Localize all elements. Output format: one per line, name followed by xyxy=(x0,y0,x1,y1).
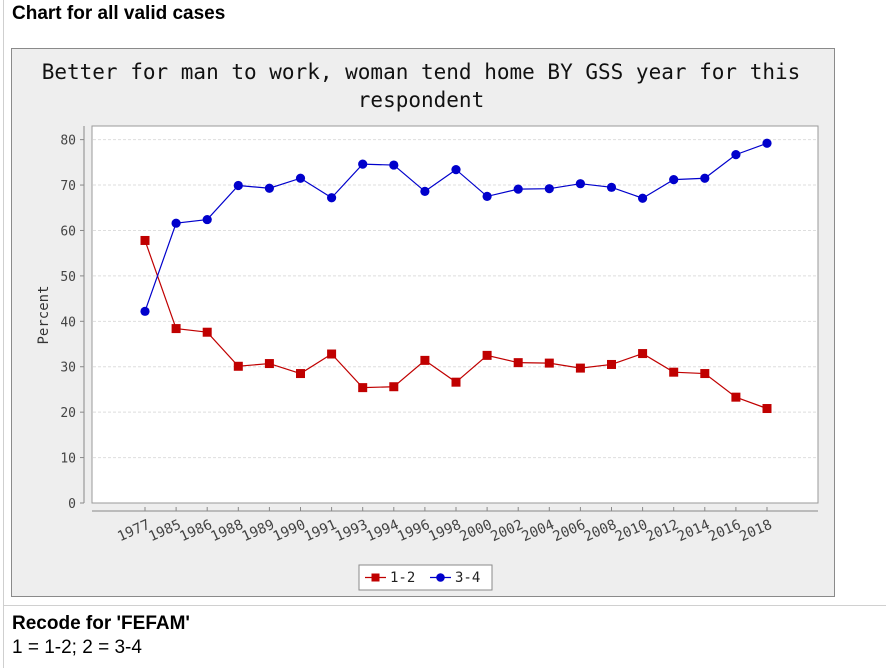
y-tick-label: 20 xyxy=(60,406,76,421)
data-point-1-2 xyxy=(607,359,616,369)
series-layer xyxy=(140,138,772,414)
data-point-1-2 xyxy=(358,383,368,393)
legend-marker-3-4 xyxy=(436,573,445,582)
data-point-1-2 xyxy=(638,349,648,359)
data-point-3-4 xyxy=(202,214,212,225)
data-point-3-4 xyxy=(669,174,679,185)
data-point-3-4 xyxy=(140,306,150,316)
y-tick-label: 80 xyxy=(60,134,76,149)
plot-area xyxy=(91,125,819,504)
data-point-1-2 xyxy=(544,358,554,368)
page-left-border xyxy=(3,0,4,668)
data-point-3-4 xyxy=(389,160,399,170)
data-point-3-4 xyxy=(700,173,710,183)
line-chart: Better for man to work, woman tend home … xyxy=(36,60,819,591)
data-point-3-4 xyxy=(638,193,648,203)
y-tick-label: 40 xyxy=(60,315,76,330)
data-point-3-4 xyxy=(451,165,461,175)
y-tick-label: 50 xyxy=(60,270,76,285)
data-point-1-2 xyxy=(420,355,430,365)
data-point-3-4 xyxy=(327,193,337,203)
legend: 1-2 3-4 xyxy=(358,564,493,591)
data-point-1-2 xyxy=(731,392,741,402)
data-point-1-2 xyxy=(762,404,772,414)
x-axis: 1977198519861988198919901991199319941996… xyxy=(92,507,818,545)
data-point-1-2 xyxy=(575,363,585,373)
data-point-1-2 xyxy=(296,369,305,379)
data-point-1-2 xyxy=(669,367,679,377)
data-point-1-2 xyxy=(513,358,523,368)
data-point-1-2 xyxy=(389,382,399,392)
data-point-3-4 xyxy=(575,179,586,189)
data-point-3-4 xyxy=(295,173,306,183)
y-tick-label: 0 xyxy=(68,497,76,512)
data-point-3-4 xyxy=(358,159,368,169)
data-point-1-2 xyxy=(327,349,337,359)
data-point-3-4 xyxy=(731,150,741,160)
y-axis: 0 10 20 30 40 50 60 70 80 xyxy=(60,126,85,512)
recode-mapping: 1 = 1-2; 2 = 3-4 xyxy=(12,637,142,658)
chart-title-line-1: Better for man to work, woman tend home … xyxy=(42,60,801,84)
data-point-1-2 xyxy=(264,359,274,369)
y-tick-label: 60 xyxy=(60,224,76,239)
y-axis-label: Percent xyxy=(36,285,52,344)
chart-title-line-2: respondent xyxy=(358,88,484,112)
legend-marker-1-2 xyxy=(371,573,380,582)
data-point-1-2 xyxy=(482,350,492,360)
data-point-3-4 xyxy=(482,191,492,202)
data-point-3-4 xyxy=(762,138,772,148)
data-point-1-2 xyxy=(171,324,181,334)
data-point-3-4 xyxy=(233,180,243,191)
data-point-1-2 xyxy=(202,327,212,337)
data-point-3-4 xyxy=(513,184,523,194)
data-point-3-4 xyxy=(544,184,554,194)
data-point-1-2 xyxy=(451,377,461,387)
section-divider xyxy=(4,605,886,606)
chart-panel: Better for man to work, woman tend home … xyxy=(11,48,835,597)
data-point-1-2 xyxy=(233,361,243,371)
data-point-3-4 xyxy=(264,183,274,193)
recode-heading: Recode for 'FEFAM' xyxy=(12,613,190,634)
legend-label-3-4: 3-4 xyxy=(455,570,480,586)
data-point-1-2 xyxy=(700,369,710,379)
section-heading: Chart for all valid cases xyxy=(12,3,226,24)
y-tick-label: 70 xyxy=(60,179,76,194)
y-tick-label: 10 xyxy=(60,452,76,467)
y-tick-label: 30 xyxy=(60,361,76,376)
legend-label-1-2: 1-2 xyxy=(390,570,415,586)
data-point-3-4 xyxy=(420,186,430,197)
data-point-3-4 xyxy=(171,218,181,228)
gridlines xyxy=(93,139,817,459)
data-point-3-4 xyxy=(606,182,617,192)
x-tick-label: 2018 xyxy=(737,517,774,545)
data-point-1-2 xyxy=(140,235,150,245)
